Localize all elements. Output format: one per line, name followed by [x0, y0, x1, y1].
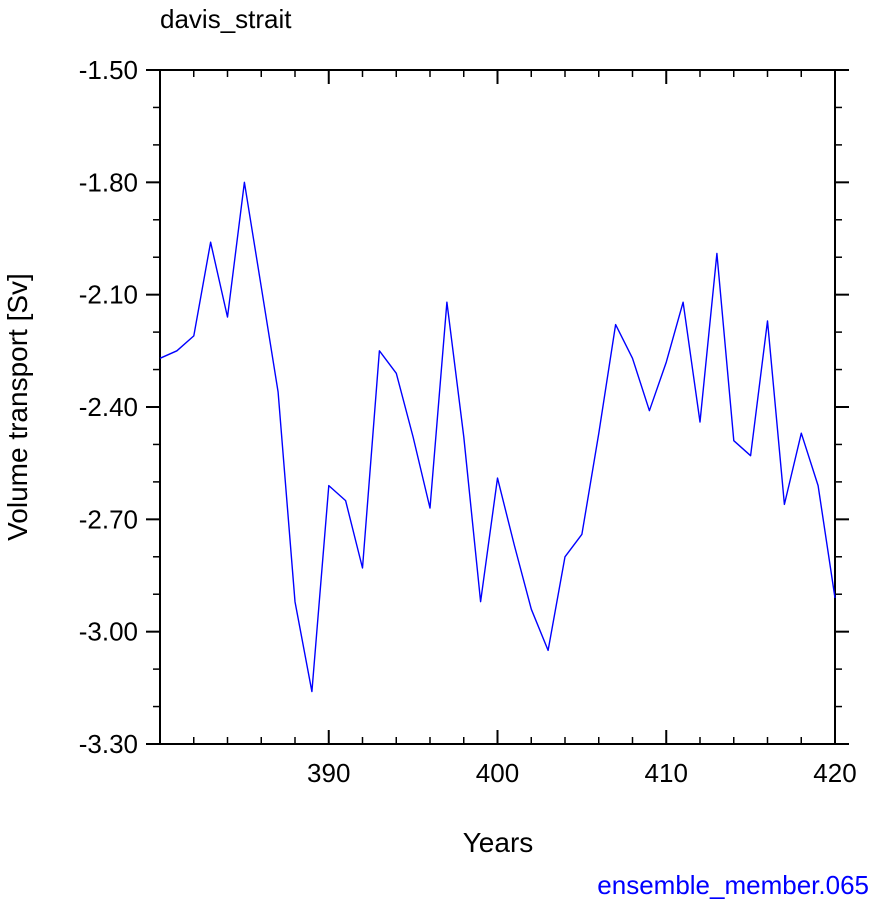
- x-tick-label: 390: [307, 758, 350, 788]
- axis-ticks: [146, 69, 849, 745]
- y-tick-label: -3.00: [79, 617, 138, 647]
- ensemble-member-label: ensemble_member.065: [597, 870, 869, 900]
- y-tick-label: -2.70: [79, 504, 138, 534]
- x-tick-label: 410: [645, 758, 688, 788]
- data-series: [159, 181, 836, 693]
- y-tick-label: -1.50: [79, 55, 138, 85]
- x-tick-label: 420: [813, 758, 856, 788]
- x-tick-label: 400: [476, 758, 519, 788]
- y-axis-label: Volume transport [Sv]: [2, 273, 33, 541]
- y-tick-label: -1.80: [79, 167, 138, 197]
- y-tick-label: -2.40: [79, 392, 138, 422]
- y-tick-label: -2.10: [79, 280, 138, 310]
- series-line: [159, 181, 836, 693]
- plot-frame: [159, 69, 836, 745]
- y-tick-label: -3.30: [79, 729, 138, 759]
- axis-tick-labels: 390 400 410 420 -1.50 -1.80 -2.10 -2.40 -2.70 -3.…: [79, 55, 857, 788]
- chart-title: davis_strait: [160, 4, 292, 34]
- plot-border: [159, 69, 836, 745]
- x-axis-label: Years: [463, 827, 534, 858]
